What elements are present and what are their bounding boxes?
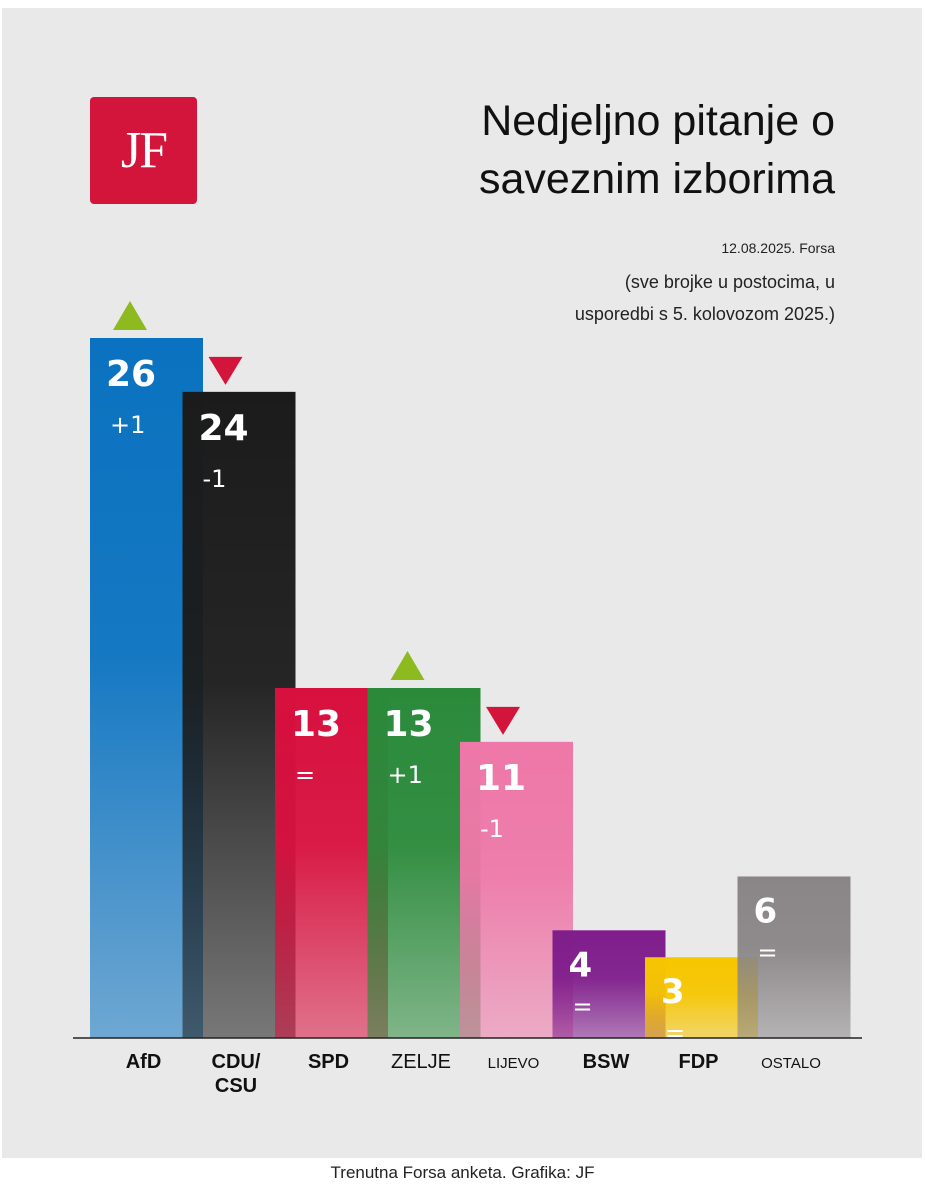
change-label: +1: [110, 411, 145, 439]
value-label: 6: [754, 891, 778, 931]
category-label: LIJEVO: [488, 1055, 540, 1072]
change-label: -1: [203, 465, 227, 493]
category-label: SPD: [308, 1051, 349, 1073]
jf-logo: JF: [90, 97, 197, 204]
note-line-1: (sve brojke u postocima, u: [624, 272, 835, 292]
change-label: +1: [388, 761, 423, 789]
trend-down-icon: [486, 706, 520, 735]
trend-down-icon: [208, 356, 243, 385]
value-label: 3: [661, 972, 685, 1012]
value-label: 24: [199, 408, 249, 449]
category-label: BSW: [583, 1051, 630, 1073]
change-label: =: [665, 1019, 685, 1047]
poll-date-source: 12.08.2025. Forsa: [721, 240, 835, 256]
value-label: 26: [106, 354, 156, 395]
change-label: =: [573, 992, 593, 1020]
value-label: 13: [291, 704, 341, 745]
value-label: 13: [384, 704, 434, 745]
bar-ostalo: [737, 876, 851, 1038]
title-line-1: Nedjeljno pitanje o: [481, 97, 835, 145]
value-label: 4: [569, 945, 593, 985]
footer-credit: Trenutna Forsa anketa. Grafika: JF: [330, 1163, 595, 1182]
change-label: -1: [480, 815, 504, 843]
category-line: CSU: [215, 1075, 257, 1097]
category-label: CDU/CSU: [212, 1051, 261, 1097]
category-label: OSTALO: [761, 1055, 821, 1072]
change-label: =: [758, 938, 778, 966]
category-label: FDP: [679, 1051, 719, 1073]
chart-title: Nedjeljno pitanje o saveznim izborima: [315, 92, 835, 208]
title-line-2: saveznim izborima: [478, 155, 835, 203]
category-label: AfD: [126, 1051, 162, 1073]
logo-text: JF: [120, 122, 168, 179]
trend-up-icon: [113, 301, 147, 330]
trend-up-icon: [390, 651, 425, 680]
change-label: =: [295, 761, 315, 789]
category-line: CDU/: [212, 1051, 261, 1073]
value-label: 11: [476, 758, 526, 799]
category-label: ZELJE: [391, 1051, 451, 1073]
chart-note: (sve brojke u postocima, u usporedbi s 5…: [475, 266, 835, 330]
note-line-2: usporedbi s 5. kolovozom 2025.): [574, 304, 835, 324]
